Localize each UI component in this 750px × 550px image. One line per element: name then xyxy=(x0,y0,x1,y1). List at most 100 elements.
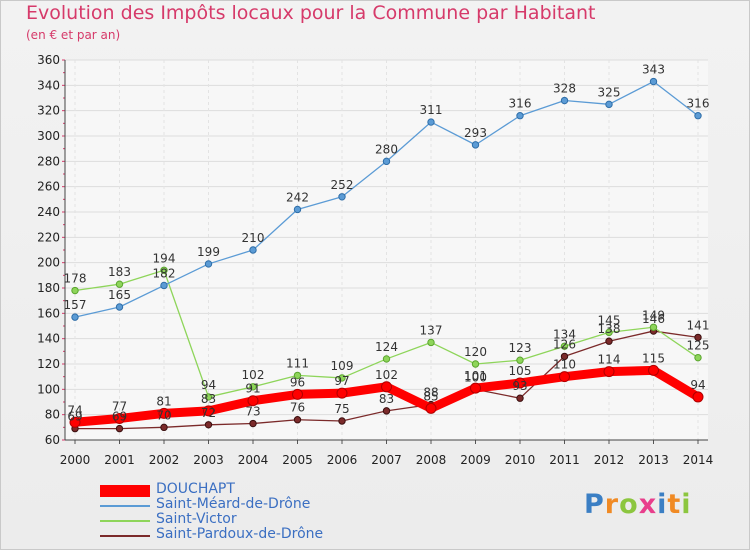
x-tick-label: 2009 xyxy=(460,453,491,467)
data-label-douchapt: 102 xyxy=(375,368,398,382)
data-label-saint-pardoux-de-drone: 76 xyxy=(290,401,305,415)
x-tick-label: 2006 xyxy=(327,453,358,467)
legend-label: Saint-Pardoux-de-Drône xyxy=(156,526,324,542)
x-tick-label: 2010 xyxy=(505,453,536,467)
data-label-douchapt: 101 xyxy=(464,369,487,383)
data-label-saint-victor: 94 xyxy=(201,378,216,392)
data-label-saint-victor: 145 xyxy=(598,313,621,327)
x-tick-label: 2014 xyxy=(683,453,714,467)
grid xyxy=(65,59,708,441)
point-saint-victor xyxy=(160,266,168,274)
data-label-saint-pardoux-de-drone: 72 xyxy=(201,406,216,420)
point-saint-meard-de-drone xyxy=(204,260,213,268)
data-label-saint-pardoux-de-drone: 75 xyxy=(334,402,349,416)
data-label-saint-pardoux-de-drone: 83 xyxy=(379,392,394,406)
data-label-saint-victor: 183 xyxy=(108,265,131,279)
data-label-douchapt: 105 xyxy=(509,364,532,378)
y-tick-label: 160 xyxy=(37,306,60,320)
point-saint-pardoux-de-drone xyxy=(115,424,124,433)
point-saint-meard-de-drone xyxy=(427,118,435,126)
y-tick-label: 220 xyxy=(37,230,60,244)
point-douchapt xyxy=(114,412,125,424)
legend-label: DOUCHAPT xyxy=(156,481,235,497)
point-saint-pardoux-de-drone xyxy=(694,333,702,342)
y-tick-label: 180 xyxy=(37,281,60,295)
axes: 60 80 100 120 140 160 180 200 220 240 260 280 300 320… xyxy=(37,53,713,467)
point-saint-victor xyxy=(427,338,435,347)
x-tick-label: 2011 xyxy=(549,453,580,467)
data-label-saint-meard-de-drone: 328 xyxy=(553,82,576,96)
point-saint-meard-de-drone xyxy=(115,303,124,311)
data-label-saint-pardoux-de-drone: 73 xyxy=(245,405,260,419)
data-label-saint-victor: 111 xyxy=(286,356,309,370)
data-label-saint-victor: 120 xyxy=(464,345,487,359)
y-tick-label: 320 xyxy=(37,104,60,118)
data-label-saint-victor: 137 xyxy=(420,323,443,337)
data-label-saint-meard-de-drone: 210 xyxy=(242,231,265,245)
point-saint-victor xyxy=(649,323,658,331)
data-label-saint-meard-de-drone: 316 xyxy=(509,97,532,111)
point-douchapt xyxy=(381,381,392,393)
point-saint-pardoux-de-drone xyxy=(293,416,302,424)
point-douchapt xyxy=(692,391,704,403)
point-saint-victor xyxy=(115,280,124,288)
data-label-saint-pardoux-de-drone: 69 xyxy=(67,410,82,424)
legend-label: Saint-Méard-de-Drône xyxy=(156,496,311,512)
x-tick-label: 2013 xyxy=(638,453,669,467)
data-label-saint-victor: 149 xyxy=(642,308,665,322)
point-douchapt xyxy=(648,364,659,376)
chart-title: Evolution des Impôts locaux pour la Comm… xyxy=(26,2,596,24)
point-saint-meard-de-drone xyxy=(71,313,79,321)
point-saint-pardoux-de-drone xyxy=(516,394,524,402)
legend-label: Saint-Victor xyxy=(156,511,237,527)
data-label-saint-pardoux-de-drone: 141 xyxy=(687,318,710,332)
x-tick-label: 2000 xyxy=(60,453,91,467)
data-label-saint-meard-de-drone: 157 xyxy=(64,298,87,312)
data-label-saint-meard-de-drone: 316 xyxy=(687,97,710,111)
point-saint-victor xyxy=(293,371,302,380)
x-tick-label: 2001 xyxy=(104,453,135,467)
data-label-douchapt: 91 xyxy=(245,382,260,396)
point-saint-victor xyxy=(204,393,213,401)
point-douchapt xyxy=(69,416,81,428)
data-label-saint-pardoux-de-drone: 138 xyxy=(598,322,621,336)
y-tick-label: 120 xyxy=(37,357,60,371)
point-saint-pardoux-de-drone xyxy=(204,421,213,429)
point-saint-pardoux-de-drone xyxy=(338,417,346,425)
point-saint-meard-de-drone xyxy=(694,112,702,120)
x-tick-label: 2008 xyxy=(416,453,447,467)
point-douchapt xyxy=(425,402,437,414)
y-tick-label: 60 xyxy=(45,433,60,447)
data-label-saint-victor: 125 xyxy=(687,339,710,353)
point-douchapt xyxy=(470,382,481,394)
legend-swatch xyxy=(100,535,150,537)
y-tick-label: 200 xyxy=(37,256,60,270)
data-label-saint-meard-de-drone: 199 xyxy=(197,245,220,259)
point-saint-victor xyxy=(338,374,346,382)
point-saint-pardoux-de-drone xyxy=(605,337,613,345)
data-label-saint-victor: 194 xyxy=(153,251,176,265)
x-tick-label: 2003 xyxy=(193,453,224,467)
legend-swatch xyxy=(100,505,150,507)
point-douchapt xyxy=(292,388,303,400)
data-label-saint-meard-de-drone: 165 xyxy=(108,288,131,302)
data-label-saint-victor: 124 xyxy=(375,340,398,354)
point-saint-meard-de-drone xyxy=(649,77,658,86)
data-label-saint-pardoux-de-drone: 70 xyxy=(156,408,171,422)
data-label-saint-pardoux-de-drone: 146 xyxy=(642,312,665,326)
point-douchapt xyxy=(158,407,170,419)
y-tick-label: 240 xyxy=(37,205,60,219)
point-saint-victor xyxy=(471,360,480,368)
data-label-saint-victor: 102 xyxy=(242,368,265,382)
data-label-douchapt: 81 xyxy=(156,394,171,408)
data-label-saint-victor: 178 xyxy=(64,272,87,286)
data-label-douchapt: 94 xyxy=(690,378,705,392)
data-label-saint-meard-de-drone: 242 xyxy=(286,190,309,204)
point-saint-victor xyxy=(249,383,257,391)
data-label-saint-meard-de-drone: 343 xyxy=(642,63,665,77)
x-tick-label: 2005 xyxy=(282,453,313,467)
data-label-douchapt: 74 xyxy=(67,403,82,417)
data-label-douchapt: 83 xyxy=(201,392,216,406)
point-saint-victor xyxy=(516,356,524,364)
